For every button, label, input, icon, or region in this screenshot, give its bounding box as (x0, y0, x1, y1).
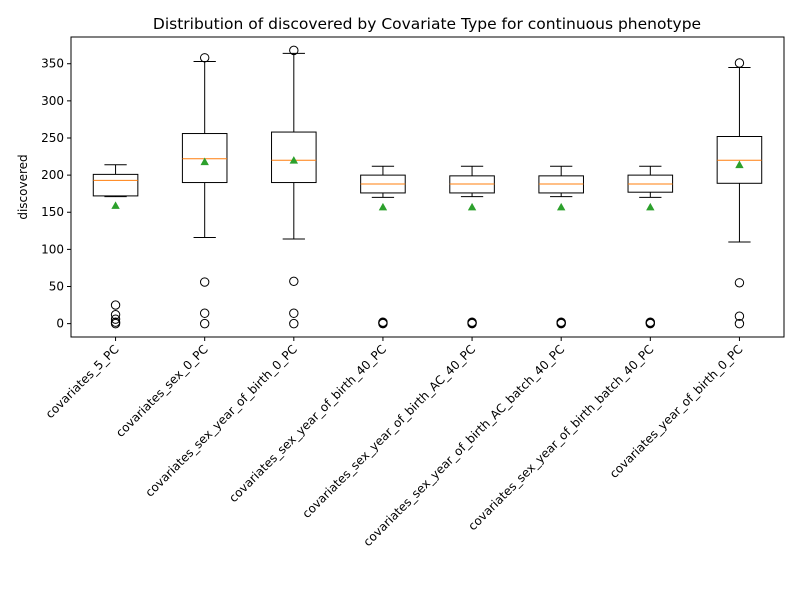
outlier-point (645, 318, 656, 328)
outlier-point (734, 58, 745, 68)
outlier-point (110, 300, 121, 310)
mean-marker (111, 201, 120, 209)
y-axis-label: discovered (16, 154, 30, 219)
x-tick-label: covariates_sex_year_of_birth_0_PC (142, 342, 299, 499)
outlier-point (110, 318, 121, 329)
outlier-point (199, 308, 210, 318)
mean-marker (289, 156, 299, 164)
mean-marker (646, 202, 655, 211)
outlier-point (199, 53, 210, 63)
box-iqr (181, 133, 228, 184)
x-tick-label: covariates_5_PC (43, 342, 122, 421)
y-tick-label: 300 (41, 94, 64, 108)
y-tick-label: 350 (41, 57, 64, 71)
outlier-point (289, 318, 299, 329)
chart-title: Distribution of discovered by Covariate … (153, 15, 701, 33)
outlier-point (199, 318, 210, 329)
outlier-point (734, 311, 745, 321)
x-tick-label: covariates_sex_year_of_birth_40_PC (226, 342, 389, 505)
mean-marker (735, 160, 744, 169)
outlier-point (378, 318, 388, 329)
outlier-point (289, 308, 299, 318)
outlier-point (467, 318, 477, 328)
box-iqr (271, 131, 317, 184)
outlier-point (378, 318, 388, 328)
outlier-point (556, 318, 566, 328)
mean-marker (200, 157, 209, 166)
outlier-point (289, 45, 299, 56)
y-tick-label: 100 (41, 242, 64, 256)
box-iqr (92, 173, 139, 197)
axes-frame (70, 36, 785, 338)
x-tick-label: covariates_sex_0_PC (113, 342, 211, 440)
y-tick-label: 250 (41, 131, 64, 145)
plot-area: 050100150200250300350covariates_5_PCcova… (41, 45, 763, 549)
outlier-point (110, 310, 121, 320)
y-tick-label: 0 (56, 317, 64, 331)
x-tick-label: covariates_sex_year_of_birth_batch_40_PC (465, 342, 656, 533)
x-tick-label: covariates_sex_year_of_birth_AC_batch_40… (360, 342, 567, 549)
outlier-point (734, 318, 745, 329)
outlier-point (199, 277, 210, 287)
y-tick-label: 50 (49, 280, 64, 294)
y-tick-label: 200 (41, 168, 64, 182)
outlier-point (556, 318, 566, 329)
x-tick-label: covariates_sex_year_of_birth_AC_40_PC (300, 342, 479, 521)
outlier-point (645, 318, 656, 329)
mean-marker (378, 202, 388, 211)
outlier-point (289, 276, 299, 287)
outlier-point (467, 318, 477, 329)
y-tick-label: 150 (41, 205, 64, 219)
outlier-point (110, 314, 121, 324)
mean-marker (467, 202, 477, 211)
mean-marker (556, 202, 566, 211)
outlier-point (734, 278, 745, 288)
